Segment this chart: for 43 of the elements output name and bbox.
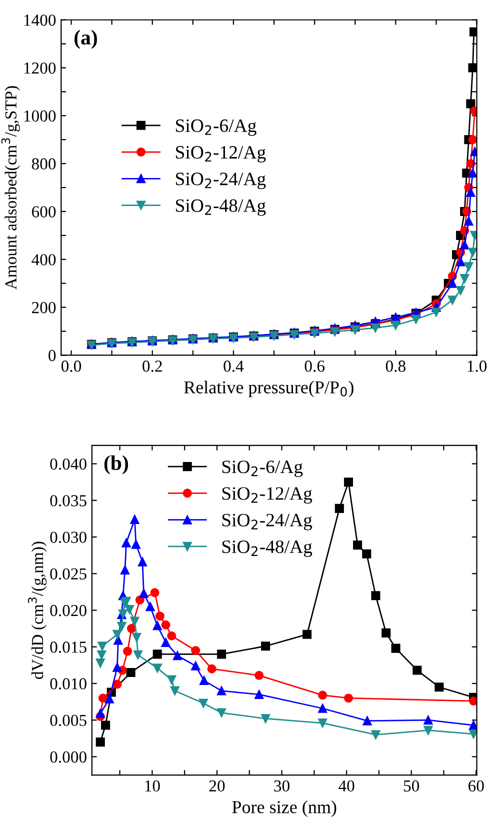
annotation: (b) [104,455,128,474]
x-tick-label: 0.4 [224,360,244,372]
y-tick-label: 200 [32,302,56,314]
legend-label: SiO$_{2}$-24/Ag [176,172,266,190]
y-tick-label: 600 [32,206,56,218]
x-tick-label: 1.0 [468,360,487,372]
y-tick-label: 0.020 [50,604,86,616]
y-axis-title: dV/dD (cm$^{3}$/(g,nm)) [28,542,47,679]
y-tick-label: 0.010 [50,678,86,690]
y-tick-label: 0.040 [50,458,86,470]
legend-label: SiO$_{2}$-12/Ag [222,487,312,504]
x-tick-label: 30 [274,780,290,792]
x-axis-title: Pore size (nm) [232,800,336,817]
x-axis-title: Relative pressure(P/P$_{0}$) [184,380,354,398]
annotation: (a) [74,30,97,49]
y-tick-label: 0.035 [50,495,86,506]
legend-label: SiO$_{2}$-48/Ag [176,199,266,216]
x-tick-label: 0.6 [304,360,324,372]
x-tick-label: 10 [145,780,160,792]
x-tick-label: 60 [468,780,484,792]
x-tick-label: 40 [338,780,354,792]
legend-label: SiO$_{2}$-48/Ag [222,540,312,557]
x-tick-label: 50 [404,780,420,792]
y-tick-label: 1400 [24,14,56,26]
y-tick-label: 1000 [24,110,56,122]
legend-label: SiO$_{2}$-6/Ag [222,460,303,478]
y-tick-label: 800 [32,158,56,170]
y-tick-label: 400 [32,254,56,266]
legend-label: SiO$_{2}$-24/Ag [222,514,312,530]
legend-label: SiO$_{2}$-12/Ag [176,146,266,163]
y-tick-label: 0.000 [50,751,86,763]
y-tick-label: 1200 [24,62,56,74]
y-tick-label: 0.005 [50,714,86,726]
y-tick-label: 0.030 [50,532,86,544]
x-tick-label: 20 [209,780,225,792]
legend-label: SiO$_{2}$-6/Ag [176,119,256,136]
x-tick-label: 0.2 [142,360,162,372]
y-tick-label: 0.015 [50,642,86,653]
x-tick-label: 0.8 [386,360,406,372]
x-tick-label: 0.0 [61,360,82,372]
y-tick-label: 0.025 [50,568,86,580]
y-axis-title: Amount adsorbed(cm$^{3}$/g,STP) [1,86,20,290]
y-tick-label: 0 [48,350,56,362]
